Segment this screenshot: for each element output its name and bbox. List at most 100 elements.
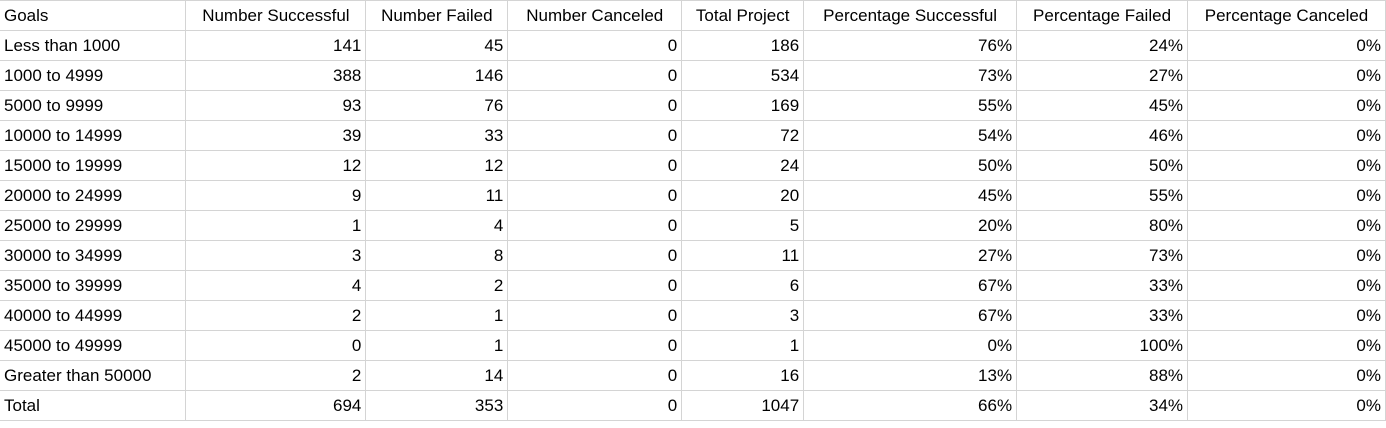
cell-percentage-failed[interactable]: 33%: [1016, 300, 1189, 331]
cell-percentage-failed[interactable]: 46%: [1016, 120, 1189, 151]
cell-total-project[interactable]: 24: [681, 150, 805, 181]
cell-number-failed[interactable]: 11: [365, 180, 509, 211]
column-header-number-successful[interactable]: Number Successful: [185, 0, 367, 31]
cell-number-failed[interactable]: 353: [365, 390, 509, 421]
cell-total-project[interactable]: 534: [681, 60, 805, 91]
cell-percentage-failed[interactable]: 27%: [1016, 60, 1189, 91]
cell-number-failed[interactable]: 1: [365, 300, 509, 331]
cell-percentage-failed[interactable]: 33%: [1016, 270, 1189, 301]
cell-number-canceled[interactable]: 0: [507, 240, 683, 271]
cell-percentage-successful[interactable]: 13%: [803, 360, 1018, 391]
cell-total-project[interactable]: 169: [681, 90, 805, 121]
cell-percentage-canceled[interactable]: 0%: [1187, 330, 1386, 361]
cell-percentage-canceled[interactable]: 0%: [1187, 300, 1386, 331]
column-header-number-canceled[interactable]: Number Canceled: [507, 0, 683, 31]
cell-number-successful[interactable]: 694: [185, 390, 367, 421]
cell-number-canceled[interactable]: 0: [507, 300, 683, 331]
cell-number-successful[interactable]: 39: [185, 120, 367, 151]
cell-number-failed[interactable]: 146: [365, 60, 509, 91]
cell-goals[interactable]: 1000 to 4999: [0, 60, 187, 91]
cell-percentage-failed[interactable]: 73%: [1016, 240, 1189, 271]
column-header-goals[interactable]: Goals: [0, 0, 187, 31]
cell-number-successful[interactable]: 12: [185, 150, 367, 181]
cell-total-project[interactable]: 16: [681, 360, 805, 391]
cell-number-canceled[interactable]: 0: [507, 150, 683, 181]
cell-percentage-canceled[interactable]: 0%: [1187, 60, 1386, 91]
cell-number-successful[interactable]: 2: [185, 300, 367, 331]
cell-percentage-failed[interactable]: 55%: [1016, 180, 1189, 211]
cell-percentage-successful[interactable]: 0%: [803, 330, 1018, 361]
cell-percentage-successful[interactable]: 20%: [803, 210, 1018, 241]
cell-percentage-canceled[interactable]: 0%: [1187, 30, 1386, 61]
cell-goals[interactable]: 30000 to 34999: [0, 240, 187, 271]
cell-number-canceled[interactable]: 0: [507, 120, 683, 151]
cell-total-project[interactable]: 1: [681, 330, 805, 361]
cell-total-project[interactable]: 20: [681, 180, 805, 211]
cell-percentage-successful[interactable]: 66%: [803, 390, 1018, 421]
cell-percentage-successful[interactable]: 73%: [803, 60, 1018, 91]
cell-number-canceled[interactable]: 0: [507, 30, 683, 61]
cell-goals[interactable]: 45000 to 49999: [0, 330, 187, 361]
cell-total-project[interactable]: 72: [681, 120, 805, 151]
cell-percentage-canceled[interactable]: 0%: [1187, 180, 1386, 211]
cell-number-successful[interactable]: 9: [185, 180, 367, 211]
cell-percentage-successful[interactable]: 67%: [803, 300, 1018, 331]
cell-goals[interactable]: Greater than 50000: [0, 360, 187, 391]
cell-percentage-canceled[interactable]: 0%: [1187, 120, 1386, 151]
cell-number-canceled[interactable]: 0: [507, 90, 683, 121]
cell-goals[interactable]: 25000 to 29999: [0, 210, 187, 241]
cell-percentage-canceled[interactable]: 0%: [1187, 360, 1386, 391]
cell-percentage-successful[interactable]: 55%: [803, 90, 1018, 121]
cell-number-successful[interactable]: 2: [185, 360, 367, 391]
cell-total-project[interactable]: 1047: [681, 390, 805, 421]
cell-number-failed[interactable]: 2: [365, 270, 509, 301]
cell-number-canceled[interactable]: 0: [507, 330, 683, 361]
cell-number-failed[interactable]: 8: [365, 240, 509, 271]
cell-goals[interactable]: 10000 to 14999: [0, 120, 187, 151]
column-header-total-project[interactable]: Total Project: [681, 0, 805, 31]
cell-percentage-failed[interactable]: 50%: [1016, 150, 1189, 181]
cell-number-canceled[interactable]: 0: [507, 180, 683, 211]
cell-percentage-successful[interactable]: 50%: [803, 150, 1018, 181]
cell-goals[interactable]: Total: [0, 390, 187, 421]
cell-number-successful[interactable]: 3: [185, 240, 367, 271]
cell-number-canceled[interactable]: 0: [507, 210, 683, 241]
cell-percentage-failed[interactable]: 34%: [1016, 390, 1189, 421]
cell-total-project[interactable]: 5: [681, 210, 805, 241]
cell-goals[interactable]: Less than 1000: [0, 30, 187, 61]
column-header-percentage-successful[interactable]: Percentage Successful: [803, 0, 1018, 31]
cell-number-canceled[interactable]: 0: [507, 60, 683, 91]
cell-number-failed[interactable]: 1: [365, 330, 509, 361]
cell-number-failed[interactable]: 12: [365, 150, 509, 181]
cell-number-successful[interactable]: 388: [185, 60, 367, 91]
cell-number-canceled[interactable]: 0: [507, 270, 683, 301]
cell-percentage-failed[interactable]: 45%: [1016, 90, 1189, 121]
cell-goals[interactable]: 20000 to 24999: [0, 180, 187, 211]
cell-percentage-canceled[interactable]: 0%: [1187, 270, 1386, 301]
cell-percentage-failed[interactable]: 80%: [1016, 210, 1189, 241]
cell-total-project[interactable]: 6: [681, 270, 805, 301]
cell-number-failed[interactable]: 76: [365, 90, 509, 121]
cell-number-canceled[interactable]: 0: [507, 360, 683, 391]
cell-goals[interactable]: 15000 to 19999: [0, 150, 187, 181]
column-header-number-failed[interactable]: Number Failed: [365, 0, 509, 31]
cell-percentage-failed[interactable]: 100%: [1016, 330, 1189, 361]
cell-number-failed[interactable]: 33: [365, 120, 509, 151]
cell-percentage-successful[interactable]: 67%: [803, 270, 1018, 301]
cell-number-failed[interactable]: 14: [365, 360, 509, 391]
column-header-percentage-canceled[interactable]: Percentage Canceled: [1187, 0, 1386, 31]
cell-total-project[interactable]: 186: [681, 30, 805, 61]
column-header-percentage-failed[interactable]: Percentage Failed: [1016, 0, 1189, 31]
cell-percentage-successful[interactable]: 76%: [803, 30, 1018, 61]
cell-number-successful[interactable]: 93: [185, 90, 367, 121]
cell-percentage-failed[interactable]: 88%: [1016, 360, 1189, 391]
cell-percentage-canceled[interactable]: 0%: [1187, 240, 1386, 271]
cell-number-successful[interactable]: 1: [185, 210, 367, 241]
cell-total-project[interactable]: 3: [681, 300, 805, 331]
cell-goals[interactable]: 35000 to 39999: [0, 270, 187, 301]
cell-percentage-successful[interactable]: 45%: [803, 180, 1018, 211]
cell-percentage-failed[interactable]: 24%: [1016, 30, 1189, 61]
cell-number-canceled[interactable]: 0: [507, 390, 683, 421]
cell-number-successful[interactable]: 0: [185, 330, 367, 361]
cell-percentage-successful[interactable]: 54%: [803, 120, 1018, 151]
